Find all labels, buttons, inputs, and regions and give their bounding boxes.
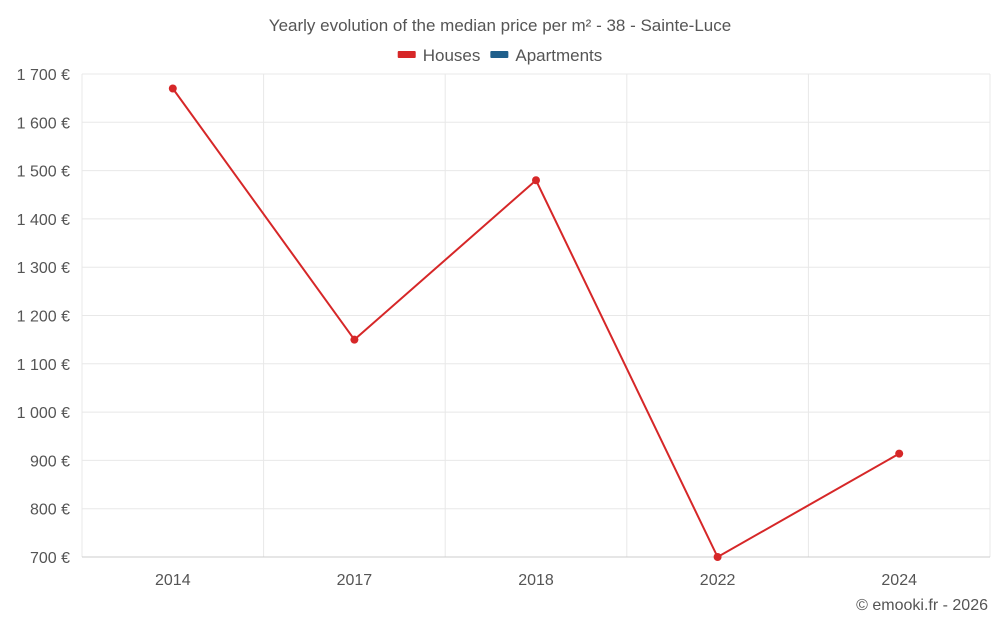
y-tick-label: 700 €: [30, 550, 70, 567]
series-group: [168, 84, 904, 561]
legend-item-houses[interactable]: Houses: [397, 46, 481, 65]
y-tick-label: 900 €: [30, 453, 70, 470]
data-point[interactable]: [713, 553, 722, 561]
data-point[interactable]: [168, 84, 177, 93]
x-tick-label: 2014: [155, 572, 191, 589]
data-point[interactable]: [350, 335, 359, 344]
y-tick-label: 800 €: [30, 502, 70, 519]
series-line-houses: [171, 87, 900, 559]
y-tick-label: 1 300 €: [17, 260, 70, 277]
y-tick-label: 1 400 €: [17, 212, 70, 229]
legend-item-apartments[interactable]: Apartments: [490, 46, 602, 65]
horizontal-grid: [82, 73, 990, 510]
legend-swatch: [490, 51, 509, 58]
x-axis-labels: 2014 2017 2018 2022 2024: [155, 572, 917, 589]
data-point[interactable]: [895, 449, 904, 458]
x-tick-label: 2017: [337, 572, 373, 589]
y-tick-label: 1 000 €: [17, 405, 70, 422]
y-tick-label: 1 200 €: [17, 309, 70, 326]
y-tick-label: 1 500 €: [17, 164, 70, 181]
x-tick-label: 2022: [700, 572, 736, 589]
x-tick-label: 2024: [881, 572, 917, 589]
legend-swatch: [397, 51, 416, 58]
x-tick-label: 2018: [518, 572, 554, 589]
chart-title: Yearly evolution of the median price per…: [269, 16, 731, 35]
legend-label: Houses: [423, 46, 481, 65]
data-point[interactable]: [532, 176, 540, 185]
credit-text: © emooki.fr - 2026: [856, 597, 988, 614]
legend: Houses Apartments: [397, 46, 602, 65]
y-tick-label: 1 600 €: [17, 115, 70, 132]
y-tick-label: 1 100 €: [17, 357, 70, 374]
y-tick-label: 1 700 €: [17, 67, 70, 84]
y-axis-labels: 700 € 800 € 900 € 1 000 € 1 100 € 1 200 € 1 30…: [17, 67, 70, 567]
legend-label: Apartments: [515, 46, 602, 65]
